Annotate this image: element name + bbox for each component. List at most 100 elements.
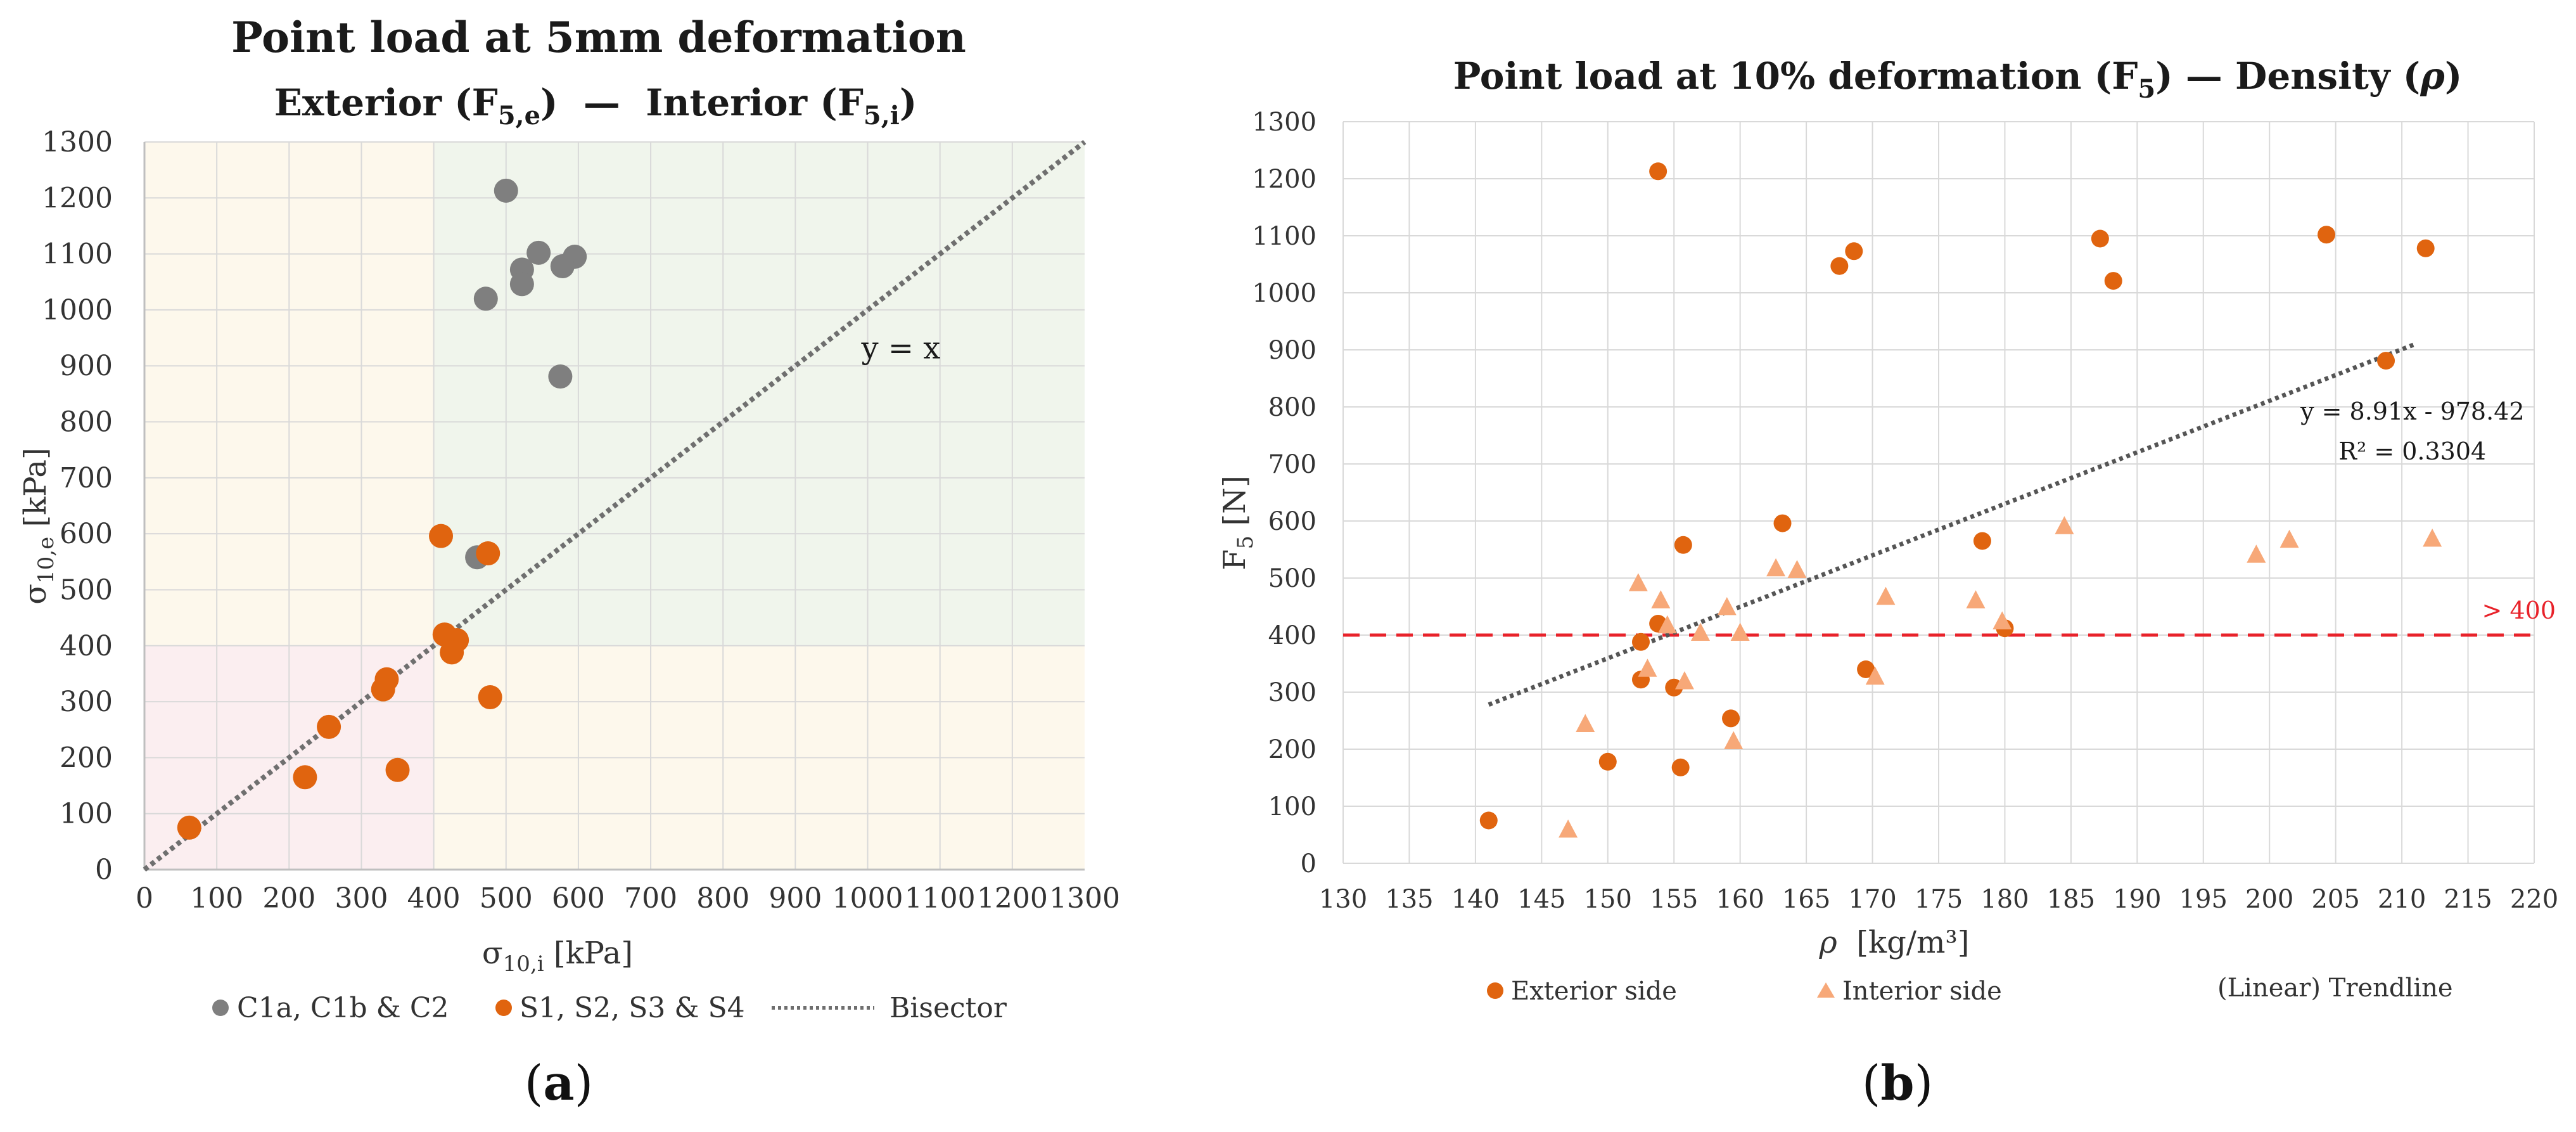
gray-data-point [473, 286, 498, 311]
interior-data-point [1657, 615, 1677, 634]
b-x-tick-label: 175 [1915, 885, 1963, 914]
a-x-tick-label: 1300 [1049, 882, 1120, 915]
legend-b-item-1: Exterior side [1511, 977, 1677, 1006]
b-x-tick-label: 135 [1385, 885, 1433, 914]
exterior-data-point [1857, 660, 1875, 678]
chart-a-subtitle: Exterior (F5,e) — Interior (F5,i) [274, 81, 917, 131]
exterior-data-point [2377, 352, 2395, 370]
trendline-r-squared: R² = 0.3304 [2338, 437, 2486, 465]
b-x-tick-label: 155 [1650, 885, 1698, 914]
a-x-tick-label: 1000 [832, 882, 903, 915]
b-y-tick-label: 800 [1268, 393, 1317, 422]
interior-data-point [1876, 586, 1896, 605]
a-x-tick-label: 100 [190, 882, 243, 915]
b-x-tick-label: 215 [2444, 885, 2492, 914]
b-x-tick-label: 165 [1782, 885, 1830, 914]
y-equals-x-annotation: y = x [860, 331, 940, 366]
b-y-tick-label: 1000 [1252, 279, 1317, 308]
a-x-tick-label: 1200 [977, 882, 1048, 915]
b-y-tick-label: 500 [1268, 564, 1317, 593]
b-x-tick-label: 195 [2179, 885, 2228, 914]
b-x-tick-label: 205 [2311, 885, 2359, 914]
interior-data-point [1787, 560, 1807, 578]
exterior-data-point [2318, 226, 2336, 244]
a-y-tick-label: 400 [60, 630, 113, 662]
panel-a-label: (a) [525, 1055, 594, 1111]
a-y-tick-label: 1000 [42, 294, 113, 326]
interior-data-point [1628, 573, 1648, 591]
a-x-tick-label: 300 [335, 882, 388, 915]
a-x-tick-label: 200 [262, 882, 316, 915]
orange-data-point [293, 765, 317, 790]
chart-b-x-axis-label: ρ [kg/m³] [1819, 925, 1970, 960]
interior-data-point [1691, 622, 1710, 641]
chart-a-y-axis-label: σ10,e [kPa] [18, 447, 59, 605]
a-y-tick-label: 1300 [42, 126, 113, 158]
interior-data-point [1638, 659, 1657, 677]
legend-a-item-1: C1a, C1b & C2 [237, 992, 449, 1024]
a-x-tick-label: 800 [696, 882, 749, 915]
exterior-data-point [2091, 229, 2109, 248]
b-x-tick-label: 150 [1584, 885, 1632, 914]
a-x-tick-label: 0 [136, 882, 153, 915]
threshold-label: > 400 [2482, 596, 2556, 624]
a-y-tick-label: 1200 [42, 182, 113, 214]
orange-data-point [385, 757, 410, 782]
a-x-tick-label: 700 [624, 882, 677, 915]
b-y-tick-label: 700 [1268, 450, 1317, 479]
interior-data-point [1674, 671, 1694, 690]
b-x-tick-label: 185 [2047, 885, 2095, 914]
exterior-data-point [1773, 514, 1792, 532]
exterior-data-point [1845, 242, 1863, 260]
b-y-tick-label: 0 [1301, 849, 1317, 878]
a-y-tick-label: 700 [60, 462, 113, 494]
b-y-tick-label: 100 [1268, 792, 1317, 821]
gray-data-point [494, 178, 518, 203]
a-y-tick-label: 500 [60, 574, 113, 606]
b-y-tick-label: 200 [1268, 735, 1317, 764]
a-y-tick-label: 800 [60, 406, 113, 439]
interior-data-point [1730, 622, 1750, 641]
orange-data-point [429, 524, 454, 548]
trendline-equation: y = 8.91x - 978.42 [2300, 397, 2524, 425]
b-y-tick-label: 300 [1268, 678, 1317, 707]
interior-data-point [2247, 544, 2266, 563]
chart-a-x-axis-label: σ10,i [kPa] [482, 936, 633, 977]
b-y-tick-label: 400 [1268, 621, 1317, 650]
b-y-tick-label: 1200 [1252, 165, 1317, 194]
panel-b: Point load at 10% deformation (F5) — Den… [1217, 55, 2558, 1111]
chart-b-legend: Exterior side Interior side (Linear) Tre… [1487, 974, 2453, 1006]
b-x-tick-label: 170 [1848, 885, 1896, 914]
a-x-tick-label: 500 [480, 882, 533, 915]
interior-data-point [1651, 590, 1671, 608]
exterior-data-point [1722, 709, 1740, 728]
b-y-tick-label: 600 [1268, 507, 1317, 536]
b-x-tick-label: 210 [2378, 885, 2426, 914]
interior-data-point [1717, 597, 1737, 615]
legend-b-item-3: (Linear) Trendline [2217, 974, 2453, 1003]
b-x-tick-label: 190 [2113, 885, 2161, 914]
legend-a-item-2: S1, S2, S3 & S4 [520, 992, 745, 1024]
a-x-tick-label: 600 [552, 882, 605, 915]
b-x-tick-label: 140 [1451, 885, 1500, 914]
panel-a: Point load at 5mm deformation Exterior (… [18, 13, 1120, 1111]
exterior-data-point [1674, 536, 1692, 554]
b-x-tick-label: 130 [1319, 885, 1367, 914]
exterior-data-point [1598, 752, 1617, 771]
orange-data-point [440, 640, 464, 665]
b-x-tick-label: 220 [2510, 885, 2558, 914]
b-x-tick-label: 145 [1517, 885, 1565, 914]
chart-b-title: Point load at 10% deformation (F5) — Den… [1453, 55, 2463, 104]
legend-a-item-3: Bisector [889, 992, 1007, 1024]
exterior-data-point [1479, 811, 1498, 830]
gray-data-point [550, 254, 575, 279]
chart-b-y-axis-label: F5 [N] [1217, 475, 1258, 570]
interior-data-point [2280, 529, 2299, 548]
panel-b-label: (b) [1862, 1055, 1933, 1111]
interior-data-point [1576, 714, 1595, 732]
interior-data-point [2055, 516, 2074, 534]
a-y-tick-label: 200 [60, 742, 113, 774]
bisector-line [143, 139, 1087, 872]
a-x-tick-label: 900 [768, 882, 822, 915]
